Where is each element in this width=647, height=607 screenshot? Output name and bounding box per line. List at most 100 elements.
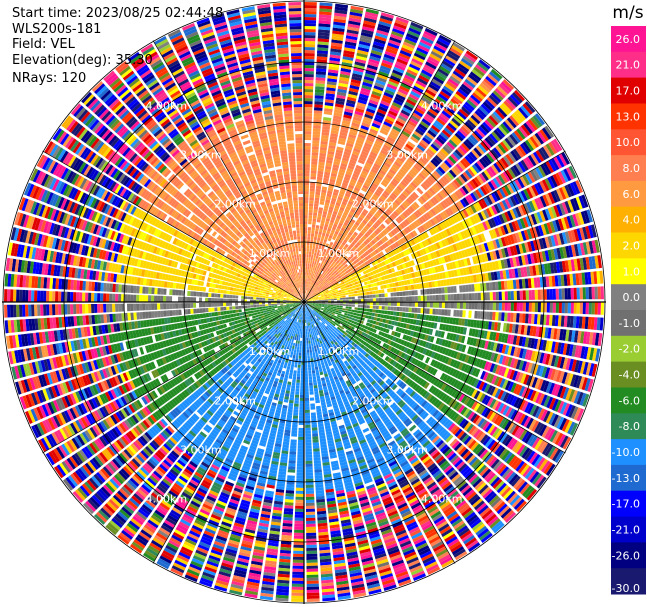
gate-cell: [347, 213, 353, 219]
gate-cell: [426, 288, 430, 295]
gate-cell: [342, 56, 354, 61]
gate-cell: [321, 216, 326, 221]
gate-cell: [410, 21, 424, 30]
gate-cell: [456, 302, 460, 309]
gate-cell: [342, 120, 351, 125]
gate-cell: [316, 219, 321, 223]
gate-cell: [313, 110, 323, 114]
gate-cell: [459, 285, 463, 293]
gate-cell: [333, 15, 347, 21]
gate-cell: [345, 206, 351, 211]
gate-cell: [317, 237, 321, 241]
gate-cell: [411, 302, 415, 307]
gate-cell: [338, 232, 343, 237]
gate-cell: [314, 230, 319, 235]
gate-cell: [304, 116, 312, 120]
gate-cell: [308, 254, 312, 258]
gate-cell: [341, 65, 352, 70]
gate-cell: [314, 252, 317, 256]
gate-cell: [310, 285, 312, 289]
gate-cell: [333, 112, 343, 117]
gate-cell: [315, 285, 318, 289]
gate-cell: [385, 159, 393, 166]
gate-cell: [325, 199, 331, 204]
gate-cell: [459, 293, 463, 301]
gate-cell: [451, 73, 463, 83]
gate-cell: [304, 161, 311, 165]
gate-cell: [347, 26, 360, 32]
gate-cell: [340, 227, 346, 232]
gate-cell: [330, 175, 337, 180]
gate-cell: [450, 286, 454, 293]
gate-cell: [328, 145, 336, 150]
gate-cell: [431, 78, 443, 87]
gate-cell: [348, 306, 352, 310]
gate-cell: [344, 236, 350, 241]
gate-cell: [380, 12, 394, 19]
gate-cell: [312, 283, 315, 287]
gate-cell: [340, 204, 346, 209]
gate-cell: [353, 224, 358, 229]
gate-cell: [549, 289, 553, 300]
gate-cell: [358, 40, 371, 47]
gate-cell: [453, 309, 457, 317]
gate-cell: [546, 289, 550, 300]
gate-cell: [400, 82, 411, 90]
gate-cell: [314, 107, 323, 111]
gate-cell: [360, 173, 367, 179]
gate-cell: [325, 165, 332, 170]
gate-cell: [369, 151, 378, 157]
gate-cell: [435, 287, 439, 294]
gate-cell: [477, 302, 481, 310]
gate-cell: [315, 77, 326, 81]
gate-cell: [350, 208, 356, 214]
gate-cell: [361, 170, 369, 176]
gate-cell: [361, 187, 368, 193]
gate-cell: [304, 236, 307, 240]
gate-cell: [436, 117, 446, 126]
gate-cell: [372, 298, 376, 302]
gate-cell: [385, 86, 396, 93]
gate-cell: [319, 11, 332, 16]
gate-cell: [457, 63, 470, 73]
gate-cell: [312, 242, 316, 247]
gate-cell: [361, 122, 371, 128]
gate-cell: [317, 170, 324, 175]
gate-cell: [429, 302, 433, 308]
gate-cell: [397, 156, 405, 163]
gate-cell: [387, 288, 391, 293]
gate-cell: [340, 187, 346, 193]
gate-cell: [338, 168, 346, 174]
gate-cell: [313, 122, 322, 126]
gate-cell: [326, 81, 337, 86]
gate-cell: [346, 216, 352, 221]
gate-cell: [352, 116, 362, 122]
gate-cell: [390, 297, 394, 302]
gate-cell: [383, 53, 396, 61]
gate-cell: [307, 295, 310, 298]
gate-cell: [304, 113, 313, 117]
gate-cell: [366, 298, 370, 302]
gate-cell: [366, 305, 370, 309]
gate-cell: [304, 296, 307, 300]
gate-cell: [363, 78, 374, 85]
gate-cell: [462, 81, 474, 91]
gate-cell: [354, 167, 362, 173]
gate-cell: [350, 79, 361, 85]
gate-cell: [353, 288, 357, 291]
gate-cell: [311, 251, 315, 255]
gate-cell: [486, 292, 490, 301]
gate-cell: [372, 193, 379, 200]
gate-cell: [308, 269, 311, 273]
gate-cell: [330, 259, 334, 263]
gate-cell: [327, 150, 335, 155]
gate-cell: [406, 158, 415, 166]
gate-cell: [322, 271, 325, 276]
gate-cell: [441, 302, 445, 309]
gate-cell: [317, 38, 330, 43]
gate-cell: [331, 197, 337, 202]
gate-cell: [318, 32, 330, 37]
gate-cell: [307, 291, 310, 294]
gate-cell: [376, 29, 389, 36]
